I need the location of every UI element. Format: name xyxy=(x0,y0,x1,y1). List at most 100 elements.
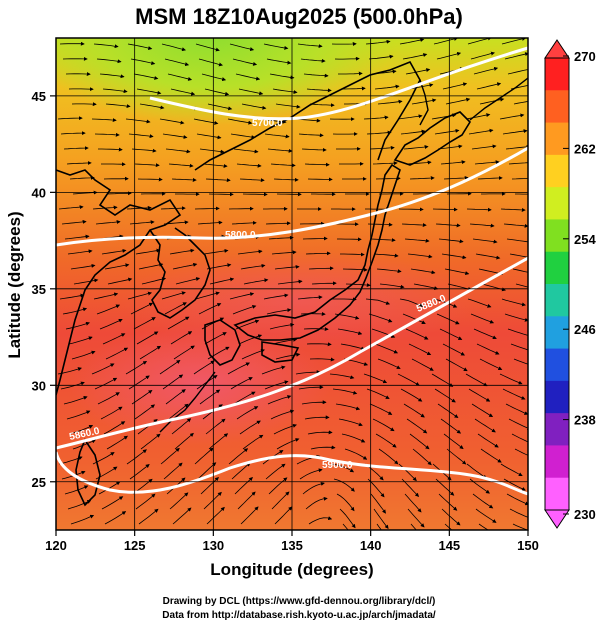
streamline xyxy=(107,277,133,285)
streamline xyxy=(440,160,466,165)
streamline xyxy=(228,448,249,465)
streamline xyxy=(509,508,528,518)
contour-label-5800: 5800.0 xyxy=(225,230,256,241)
streamline xyxy=(237,491,256,510)
x-tick-label: 140 xyxy=(360,538,382,553)
streamline xyxy=(337,328,363,336)
streamline xyxy=(134,404,156,420)
streamline xyxy=(64,485,89,495)
streamline xyxy=(305,496,328,510)
streamline xyxy=(404,238,430,243)
streamline xyxy=(444,523,453,530)
streamline xyxy=(275,103,301,109)
colorbar-segment xyxy=(545,58,569,91)
streamline xyxy=(367,222,393,227)
streamline xyxy=(101,248,127,255)
streamline xyxy=(133,73,159,80)
x-tick-label: 120 xyxy=(45,538,67,553)
streamline xyxy=(476,82,502,90)
colorbar-segment xyxy=(545,251,569,285)
streamline xyxy=(266,308,292,315)
streamline xyxy=(374,84,400,90)
streamline xyxy=(230,133,256,140)
streamline xyxy=(473,328,497,340)
streamline xyxy=(275,352,301,360)
streamline xyxy=(171,418,192,435)
streamline xyxy=(131,389,153,405)
streamline xyxy=(161,291,186,300)
streamline xyxy=(333,478,355,492)
streamline xyxy=(300,311,326,316)
colorbar-segment xyxy=(545,187,569,220)
streamline xyxy=(93,292,119,300)
streamline xyxy=(503,223,528,228)
streamline xyxy=(106,435,128,450)
colorbar-segment xyxy=(545,90,569,124)
streamline xyxy=(140,433,161,450)
streamline xyxy=(93,43,119,49)
streamline xyxy=(66,160,92,165)
streamline xyxy=(238,334,263,345)
streamline xyxy=(206,506,225,525)
streamline xyxy=(304,162,330,167)
streamline xyxy=(205,418,226,435)
streamline xyxy=(506,238,528,244)
streamline xyxy=(335,403,361,411)
contour-line-5700 xyxy=(149,46,528,121)
streamline xyxy=(507,328,528,338)
streamline xyxy=(512,268,528,273)
streamline xyxy=(499,113,525,120)
streamline xyxy=(164,302,187,315)
colorbar-segment xyxy=(545,380,569,414)
streamline xyxy=(161,43,186,52)
streamline xyxy=(273,177,299,182)
streamline xyxy=(240,506,259,525)
contour-line-5860 xyxy=(56,451,528,496)
streamline xyxy=(332,297,357,302)
streamline xyxy=(57,116,83,121)
streamline xyxy=(465,373,488,387)
map-title: MSM 18Z10Aug2025 (500.0hPa) xyxy=(135,4,463,29)
streamline xyxy=(204,332,227,345)
streamline xyxy=(376,268,402,274)
streamline xyxy=(465,113,491,120)
streamline xyxy=(232,58,258,66)
colorbar: 270 262 254 246 238 230 xyxy=(544,39,596,529)
streamline xyxy=(174,432,194,450)
streamline xyxy=(233,148,259,154)
colorbar-tick-label: 254 xyxy=(574,232,596,247)
streamline xyxy=(373,253,399,258)
streamline xyxy=(469,223,495,228)
streamline xyxy=(133,317,156,330)
streamline xyxy=(306,342,332,347)
contour-label-5700: 5700.0 xyxy=(252,118,283,129)
streamline xyxy=(129,463,150,480)
streamline xyxy=(303,327,329,332)
streamline xyxy=(242,434,264,450)
streamline xyxy=(59,293,85,300)
streamline xyxy=(446,448,467,465)
x-axis-label: Longitude (degrees) xyxy=(210,560,373,579)
streamline xyxy=(240,263,266,270)
coastline-russia xyxy=(194,60,421,171)
streamline xyxy=(172,262,198,270)
streamline xyxy=(476,343,500,355)
streamline xyxy=(175,277,201,285)
streamline xyxy=(91,363,115,375)
streamline xyxy=(473,66,499,75)
streamline xyxy=(227,118,253,125)
streamline xyxy=(128,375,150,390)
streamline xyxy=(302,236,328,241)
streamline xyxy=(233,391,256,405)
streamline xyxy=(407,253,433,259)
streamline xyxy=(301,400,327,405)
streamline xyxy=(98,147,123,152)
x-axis-ticks: 120 125 130 135 140 145 150 xyxy=(45,530,539,553)
streamline xyxy=(277,279,303,285)
streamline xyxy=(468,388,491,402)
streamline xyxy=(229,292,255,300)
streamline xyxy=(160,206,186,211)
streamline xyxy=(408,343,432,356)
streamline xyxy=(139,103,165,110)
contour-line-5800 xyxy=(56,146,528,247)
